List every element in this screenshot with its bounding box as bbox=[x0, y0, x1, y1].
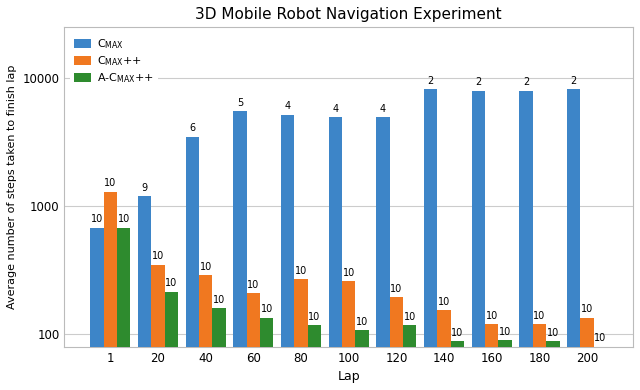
Legend: $\mathrm{C_{MAX}}$, $\mathrm{C_{MAX}}$++, A-$\mathrm{C_{MAX}}$++: $\mathrm{C_{MAX}}$, $\mathrm{C_{MAX}}$++… bbox=[70, 33, 157, 90]
Bar bbox=[294, 279, 308, 390]
Text: 10: 10 bbox=[200, 262, 212, 272]
X-axis label: Lap: Lap bbox=[337, 370, 360, 383]
Bar bbox=[376, 117, 390, 390]
Text: 10: 10 bbox=[260, 304, 273, 314]
Text: 10: 10 bbox=[438, 297, 450, 307]
Text: 2: 2 bbox=[428, 76, 434, 86]
Bar bbox=[390, 297, 403, 390]
Text: 10: 10 bbox=[533, 311, 546, 321]
Bar bbox=[520, 90, 533, 390]
Bar bbox=[424, 89, 437, 390]
Bar bbox=[546, 341, 559, 390]
Y-axis label: Average number of steps taken to finish lap: Average number of steps taken to finish … bbox=[7, 65, 17, 309]
Text: 10: 10 bbox=[390, 284, 403, 294]
Text: 2: 2 bbox=[476, 77, 481, 87]
Bar bbox=[342, 281, 355, 390]
Bar bbox=[451, 341, 464, 390]
Bar bbox=[329, 117, 342, 390]
Bar bbox=[472, 90, 485, 390]
Text: 6: 6 bbox=[189, 123, 195, 133]
Text: 10: 10 bbox=[152, 251, 164, 261]
Bar bbox=[234, 112, 246, 390]
Bar bbox=[499, 340, 512, 390]
Bar bbox=[260, 317, 273, 390]
Bar bbox=[533, 324, 546, 390]
Bar bbox=[567, 89, 580, 390]
Text: 5: 5 bbox=[237, 98, 243, 108]
Bar bbox=[308, 325, 321, 390]
Bar bbox=[164, 292, 178, 390]
Text: 4: 4 bbox=[285, 101, 291, 111]
Text: 10: 10 bbox=[547, 328, 559, 338]
Bar bbox=[485, 324, 499, 390]
Text: 10: 10 bbox=[451, 328, 463, 338]
Bar bbox=[355, 330, 369, 390]
Bar bbox=[199, 275, 212, 390]
Text: 10: 10 bbox=[91, 215, 103, 224]
Text: 10: 10 bbox=[308, 312, 321, 322]
Text: 10: 10 bbox=[404, 312, 416, 322]
Text: 10: 10 bbox=[165, 278, 177, 289]
Bar bbox=[580, 317, 594, 390]
Bar bbox=[138, 196, 151, 390]
Text: 4: 4 bbox=[332, 103, 339, 113]
Text: 9: 9 bbox=[141, 183, 148, 193]
Text: 2: 2 bbox=[571, 76, 577, 86]
Text: 10: 10 bbox=[213, 295, 225, 305]
Text: 10: 10 bbox=[486, 311, 498, 321]
Bar bbox=[104, 191, 117, 390]
Text: 10: 10 bbox=[247, 280, 259, 290]
Text: 10: 10 bbox=[356, 317, 368, 327]
Bar bbox=[151, 264, 164, 390]
Bar bbox=[594, 347, 607, 390]
Text: 2: 2 bbox=[523, 77, 529, 87]
Text: 10: 10 bbox=[499, 327, 511, 337]
Text: 10: 10 bbox=[118, 215, 130, 224]
Bar bbox=[186, 136, 199, 390]
Bar bbox=[117, 228, 131, 390]
Bar bbox=[90, 228, 104, 390]
Title: 3D Mobile Robot Navigation Experiment: 3D Mobile Robot Navigation Experiment bbox=[195, 7, 502, 22]
Bar bbox=[403, 325, 417, 390]
Text: 10: 10 bbox=[104, 178, 116, 188]
Bar bbox=[437, 310, 451, 390]
Text: 10: 10 bbox=[342, 268, 355, 278]
Bar bbox=[212, 308, 226, 390]
Bar bbox=[246, 293, 260, 390]
Text: 10: 10 bbox=[595, 333, 607, 344]
Bar bbox=[281, 115, 294, 390]
Text: 4: 4 bbox=[380, 103, 386, 113]
Text: 10: 10 bbox=[581, 304, 593, 314]
Text: 10: 10 bbox=[295, 266, 307, 276]
